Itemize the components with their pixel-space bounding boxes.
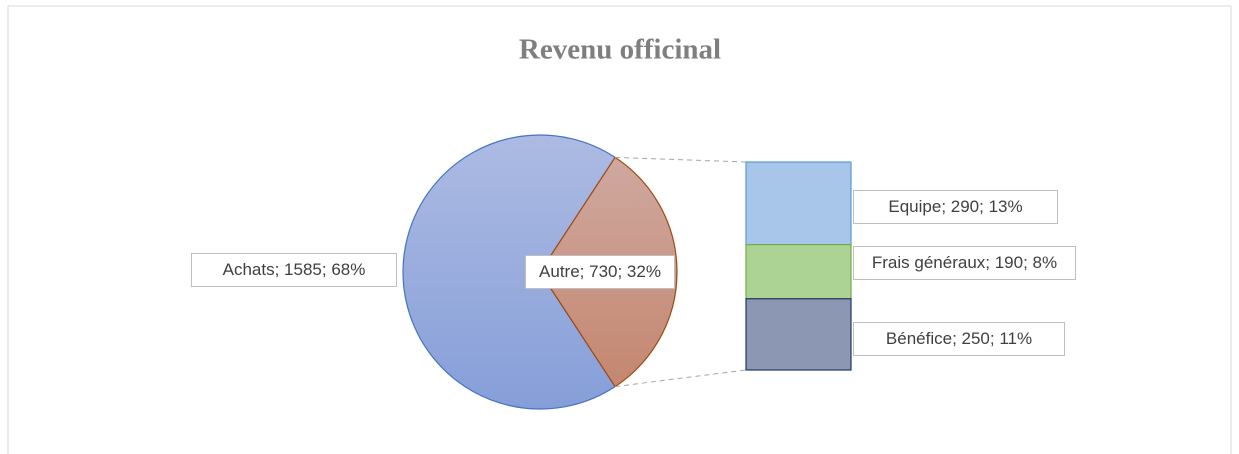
pie-slice [402,134,616,410]
data-label: Frais généraux; 190; 8% [853,246,1076,280]
bar-segment [745,161,852,246]
data-label: Achats; 1585; 68% [191,253,397,287]
data-label: Bénéfice; 250; 11% [853,322,1065,356]
connector [615,156,747,163]
data-label: Equipe; 290; 13% [853,190,1058,224]
bar-segment [745,244,852,300]
bar-segment [745,298,852,371]
data-label: Autre; 730; 32% [525,255,675,289]
connector [615,369,747,388]
chart-title: Revenu officinal [519,34,721,66]
